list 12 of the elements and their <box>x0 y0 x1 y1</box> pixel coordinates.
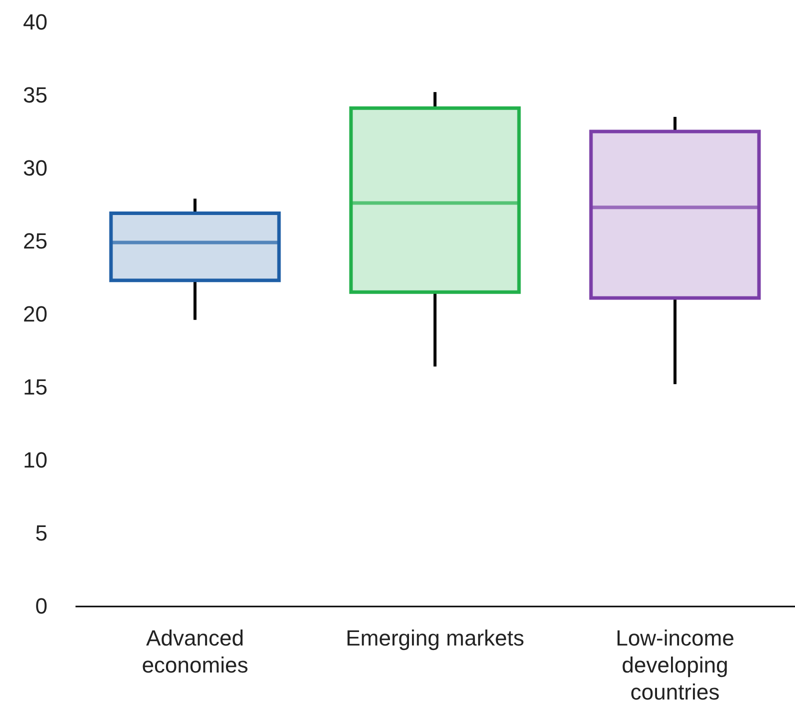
y-tick-label: 35 <box>23 82 48 108</box>
y-tick-label: 30 <box>23 156 48 180</box>
y-tick-label: 20 <box>23 302 48 326</box>
y-tick-label: 40 <box>23 10 48 34</box>
x-tick-label: Low-income developing countries <box>616 626 734 704</box>
x-tick-label: Emerging markets <box>346 626 524 650</box>
y-tick-label: 10 <box>23 448 48 472</box>
y-tick-label: 5 <box>35 520 48 546</box>
y-tick-label: 15 <box>23 374 48 400</box>
y-tick-label: 25 <box>23 228 48 254</box>
x-tick-label: Advanced economies <box>142 626 248 678</box>
y-tick-label: 0 <box>35 594 48 618</box>
